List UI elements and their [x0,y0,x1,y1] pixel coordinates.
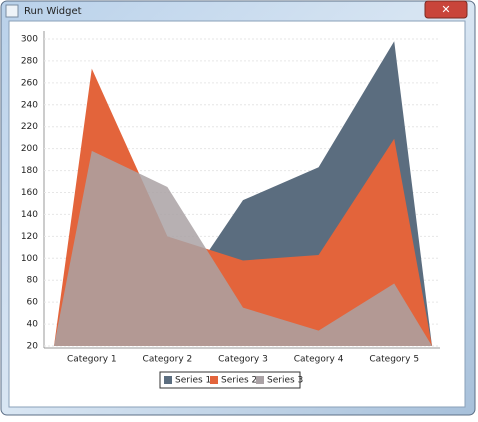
x-tick-label: Category 2 [143,355,193,365]
close-button[interactable] [424,0,468,19]
x-tick-label: Category 5 [369,355,419,365]
y-tick-label: 200 [21,144,38,154]
y-tick-label: 100 [21,254,38,264]
window-icon [5,4,19,18]
y-tick-label: 180 [21,166,38,176]
window-title: Run Widget [24,6,82,17]
y-tick-label: 140 [21,210,38,220]
area [54,150,432,346]
x-tick-label: Category 1 [67,355,117,365]
legend-label: Series 3 [267,376,303,386]
y-tick-label: 260 [21,78,38,88]
y-tick-label: 80 [27,276,39,286]
legend-label: Series 1 [175,376,211,386]
legend-swatch [210,376,218,384]
y-tick-label: 160 [21,188,38,198]
y-tick-label: 60 [27,298,39,308]
y-tick-label: 40 [27,320,39,330]
close-icon: ✕ [441,3,450,16]
legend-box [159,371,301,389]
y-tick-label: 20 [27,342,39,352]
x-tick-label: Category 3 [218,355,268,365]
y-tick-label: 120 [21,232,38,242]
legend-swatch [256,376,264,384]
y-tick-label: 280 [21,56,38,66]
x-tick-label: Category 4 [294,355,344,365]
y-tick-label: 300 [21,35,38,45]
y-tick-label: 240 [21,100,38,110]
y-tick-label: 220 [21,122,38,132]
legend-label: Series 2 [221,376,257,386]
legend-swatch [164,376,172,384]
